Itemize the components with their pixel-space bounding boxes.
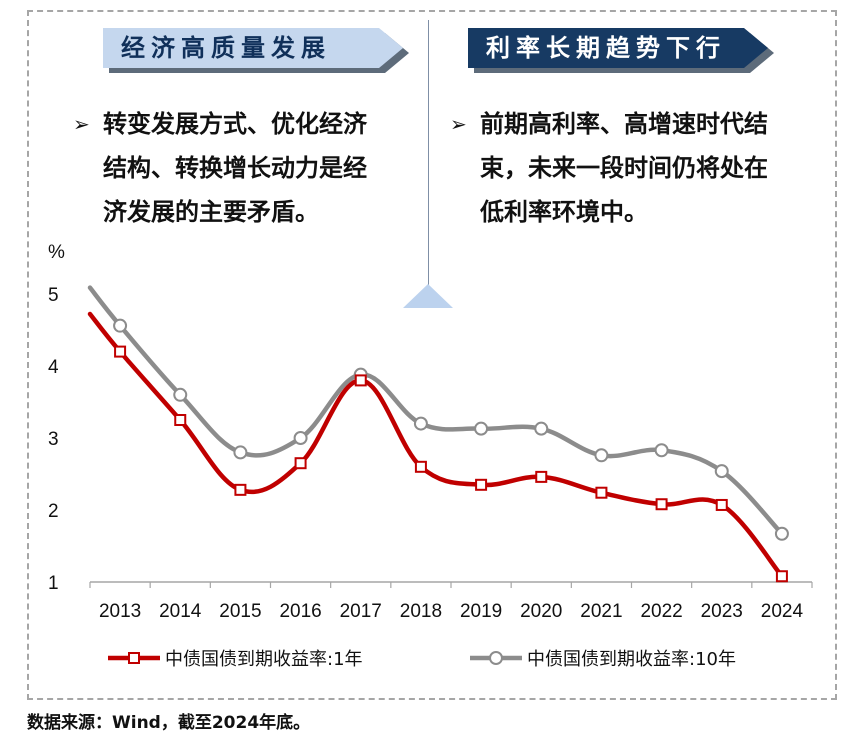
series-point-1y: [535, 470, 548, 483]
series-point-10y: [714, 464, 729, 479]
series-point-1y: [775, 570, 788, 583]
series-point-1y: [475, 478, 488, 491]
series-point-1y: [655, 498, 668, 511]
series-point-1y: [354, 374, 367, 387]
series-point-10y: [594, 448, 609, 463]
banner-economic-quality: 经济高质量发展: [103, 28, 403, 68]
series-point-1y: [595, 486, 608, 499]
legend: 中债国债到期收益率:1年 中债国债到期收益率:10年: [108, 649, 736, 670]
series-point-10y: [293, 431, 308, 445]
series-point-1y: [234, 483, 247, 496]
series-point-1y: [294, 457, 307, 470]
x-tick-label: 2022: [640, 601, 682, 622]
series-point-10y: [233, 445, 248, 460]
y-tick-label: 5: [48, 285, 59, 306]
bullet-right-text: 前期高利率、高增速时代结束，未来一段时间仍将处在低利率环境中。: [480, 110, 768, 226]
bullet-right: ➢ 前期高利率、高增速时代结束，未来一段时间仍将处在低利率环境中。: [450, 102, 790, 234]
series-point-10y: [534, 421, 549, 436]
source-note: 数据来源：Wind，截至2024年底。: [27, 713, 311, 733]
x-tick-label: 2023: [701, 601, 743, 622]
series-point-1y: [414, 460, 427, 473]
series-point-10y: [474, 421, 489, 436]
x-tick-label: 2013: [99, 601, 141, 622]
y-axis-unit-label: %: [48, 242, 65, 263]
x-tick-label: 2024: [761, 601, 804, 622]
x-tick-label: 2017: [340, 601, 382, 622]
x-tick-label: 2014: [159, 601, 202, 622]
legend-label-10y: 中债国债到期收益率:10年: [527, 649, 736, 670]
series-point-10y: [413, 416, 428, 431]
x-tick-label: 2019: [460, 601, 502, 622]
series-lines: [87, 285, 789, 583]
series-point-10y: [654, 443, 669, 458]
arrow-bullet-icon: ➢: [450, 112, 467, 136]
series-point-10y: [113, 318, 128, 333]
x-tick-label: 2015: [219, 601, 261, 622]
y-tick-label: 4: [48, 357, 59, 378]
y-tick-label: 3: [48, 429, 59, 450]
x-tick-label: 2021: [580, 601, 622, 622]
x-tick-label: 2016: [279, 601, 321, 622]
series-point-1y: [715, 498, 728, 511]
legend-label-1y: 中债国债到期收益率:1年: [165, 649, 363, 670]
divider-arrow-notch: [403, 284, 453, 308]
chart-frame: [27, 10, 837, 700]
y-tick-label: 1: [48, 573, 59, 594]
center-divider: [428, 20, 429, 290]
bullet-left: ➢ 转变发展方式、优化经济结构、转换增长动力是经济发展的主要矛盾。: [73, 102, 373, 234]
series-point-10y: [173, 387, 188, 402]
y-tick-label: 2: [48, 501, 59, 522]
series-point-1y: [174, 414, 187, 426]
x-tick-label: 2020: [520, 601, 562, 622]
legend-marker-10y: [489, 651, 503, 665]
axes: 2013 2014 2015 2016 2017 2018 2019 2020 2021 2022…: [48, 285, 813, 622]
series-line-10y: [87, 285, 785, 537]
arrow-bullet-icon: ➢: [73, 112, 90, 136]
series-line-1y: [87, 311, 785, 579]
series-point-1y: [114, 345, 127, 358]
x-tick-label: 2018: [400, 601, 442, 622]
series-point-10y: [774, 526, 789, 541]
legend-marker-1y: [128, 652, 140, 664]
bullet-left-text: 转变发展方式、优化经济结构、转换增长动力是经济发展的主要矛盾。: [103, 110, 367, 226]
banner-rate-trend: 利率长期趋势下行: [468, 28, 768, 68]
